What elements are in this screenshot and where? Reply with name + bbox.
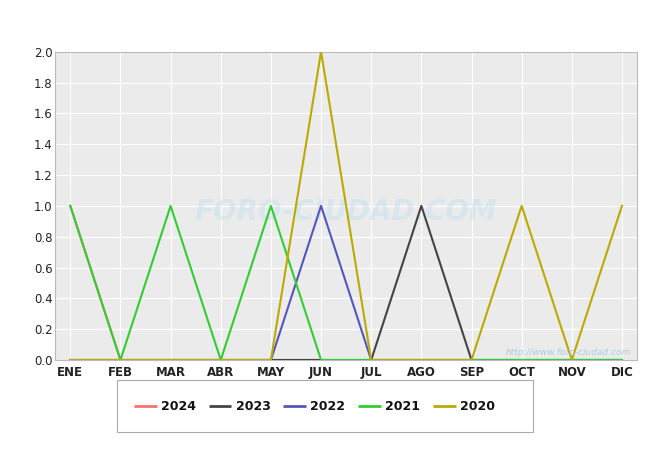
Text: 2022: 2022 bbox=[311, 400, 345, 413]
2022 bbox=[66, 357, 74, 363]
2023 bbox=[116, 357, 124, 363]
2022 bbox=[518, 357, 526, 363]
Text: 2021: 2021 bbox=[385, 400, 421, 413]
2022 bbox=[618, 357, 626, 363]
Text: 2023: 2023 bbox=[235, 400, 270, 413]
2022 bbox=[217, 357, 225, 363]
2021 bbox=[518, 357, 526, 363]
2024 bbox=[417, 357, 425, 363]
2023 bbox=[317, 357, 325, 363]
2024 bbox=[217, 357, 225, 363]
Line: 2021: 2021 bbox=[70, 206, 622, 360]
2024 bbox=[367, 357, 375, 363]
2020 bbox=[467, 357, 475, 363]
2024 bbox=[317, 357, 325, 363]
2020 bbox=[66, 357, 74, 363]
2022 bbox=[568, 357, 576, 363]
Text: http://www.foro-ciudad.com: http://www.foro-ciudad.com bbox=[506, 348, 631, 357]
2020 bbox=[166, 357, 174, 363]
2021 bbox=[317, 357, 325, 363]
2022 bbox=[317, 203, 325, 209]
2024 bbox=[518, 357, 526, 363]
2023 bbox=[66, 357, 74, 363]
Line: 2020: 2020 bbox=[70, 52, 622, 360]
2021 bbox=[166, 203, 174, 209]
2023 bbox=[217, 357, 225, 363]
2024 bbox=[267, 357, 275, 363]
2021 bbox=[217, 357, 225, 363]
2020 bbox=[618, 203, 626, 209]
2020 bbox=[317, 49, 325, 54]
2024 bbox=[166, 357, 174, 363]
2021 bbox=[467, 357, 475, 363]
2021 bbox=[568, 357, 576, 363]
2022 bbox=[367, 357, 375, 363]
Line: 2023: 2023 bbox=[70, 206, 622, 360]
2022 bbox=[166, 357, 174, 363]
FancyBboxPatch shape bbox=[117, 380, 533, 432]
2020 bbox=[217, 357, 225, 363]
2021 bbox=[267, 203, 275, 209]
Text: Matriculaciones de Vehiculos en Cabezón de Valderaduey: Matriculaciones de Vehiculos en Cabezón … bbox=[73, 15, 577, 34]
2020 bbox=[116, 357, 124, 363]
Line: 2024: 2024 bbox=[70, 206, 622, 360]
2024 bbox=[618, 357, 626, 363]
2023 bbox=[267, 357, 275, 363]
Text: 2024: 2024 bbox=[161, 400, 196, 413]
2020 bbox=[267, 357, 275, 363]
2021 bbox=[417, 357, 425, 363]
2023 bbox=[417, 203, 425, 209]
2020 bbox=[568, 357, 576, 363]
2022 bbox=[116, 357, 124, 363]
2021 bbox=[618, 357, 626, 363]
2024 bbox=[568, 357, 576, 363]
2020 bbox=[367, 357, 375, 363]
2022 bbox=[467, 357, 475, 363]
2021 bbox=[367, 357, 375, 363]
Text: 2020: 2020 bbox=[460, 400, 495, 413]
2023 bbox=[618, 357, 626, 363]
2024 bbox=[467, 357, 475, 363]
2022 bbox=[417, 357, 425, 363]
2020 bbox=[518, 203, 526, 209]
2023 bbox=[166, 357, 174, 363]
Text: FORO-CIUDAD.COM: FORO-CIUDAD.COM bbox=[195, 198, 497, 226]
2020 bbox=[417, 357, 425, 363]
2023 bbox=[367, 357, 375, 363]
2022 bbox=[267, 357, 275, 363]
2023 bbox=[467, 357, 475, 363]
2021 bbox=[116, 357, 124, 363]
Line: 2022: 2022 bbox=[70, 206, 622, 360]
2023 bbox=[568, 357, 576, 363]
2023 bbox=[518, 357, 526, 363]
2021 bbox=[66, 203, 74, 209]
2024 bbox=[116, 357, 124, 363]
2024 bbox=[66, 203, 74, 209]
